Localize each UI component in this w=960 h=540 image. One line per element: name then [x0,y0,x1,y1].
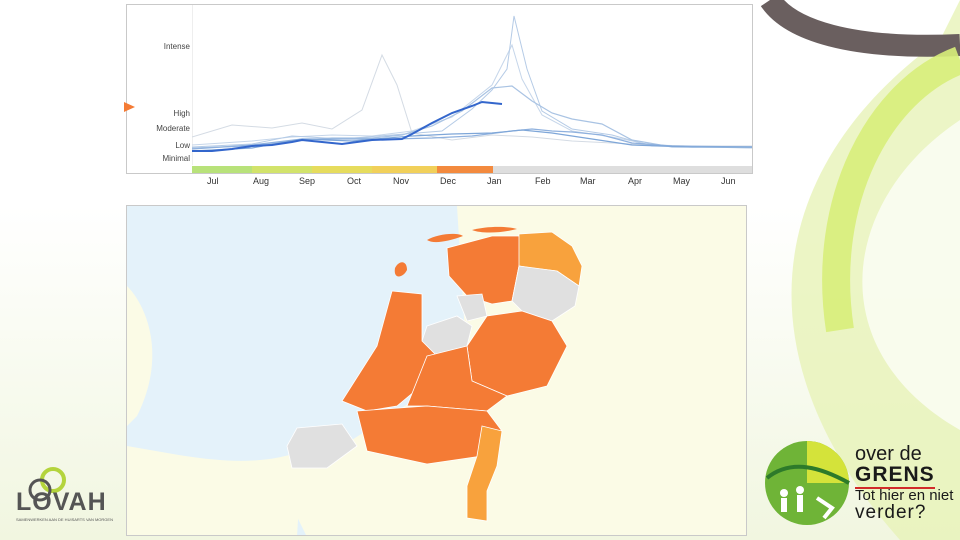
month-label-aug: Aug [253,176,270,186]
month-label-dec: Dec [440,176,457,186]
grens-line-4: verder? [855,502,927,523]
level-label-high: High [173,109,190,118]
lovah-logo-icon [28,467,66,502]
month-label-apr: Apr [628,176,643,186]
month-label-jun: Jun [721,176,736,186]
timeline-level-strip [192,166,752,173]
level-label-moderate: Moderate [156,124,190,133]
grens-line-3: Tot hier en niet [855,487,954,504]
netherlands-map [126,205,747,536]
grens-line-1: over de [855,443,922,465]
month-label-jan: Jan [487,176,502,186]
trend-lines [192,5,752,165]
month-label-oct: Oct [347,176,362,186]
lovah-tagline: SAMENWERKEN AAN DE HUISARTS VAN MORGEN [16,517,113,522]
over-de-grens-emblem-icon [765,441,850,525]
level-label-minimal: Minimal [162,154,190,163]
month-label-nov: Nov [393,176,410,186]
month-label-may: May [673,176,691,186]
month-label-mar: Mar [580,176,596,186]
current-level-marker-icon [124,102,135,112]
month-label-feb: Feb [535,176,551,186]
grens-line-2: GRENS [855,463,935,489]
month-label-sep: Sep [299,176,316,186]
level-label-low: Low [175,141,190,150]
level-label-intense: Intense [163,42,190,51]
lovah-wordmark: LOVAH [16,488,107,516]
province-map [127,206,746,535]
month-label-jul: Jul [207,176,219,186]
